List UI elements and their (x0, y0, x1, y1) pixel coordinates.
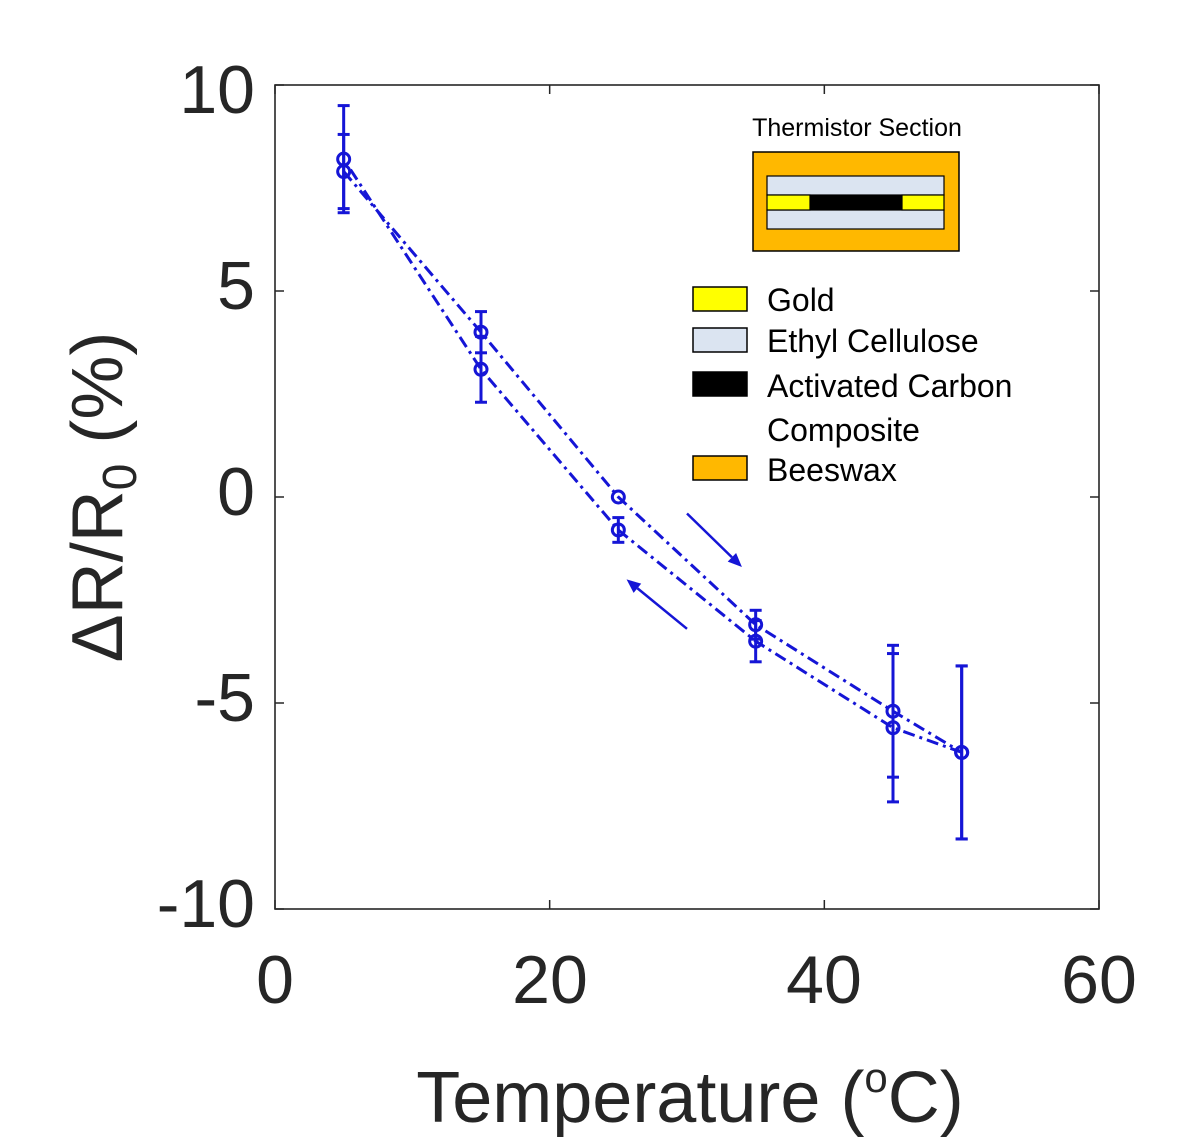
arrow-heating-direction (686, 512, 733, 559)
inset-gold-right (901, 194, 945, 211)
data-point-cooling (473, 361, 489, 377)
inset-cellulose-top (766, 175, 945, 196)
legend-swatch-gold (692, 286, 748, 312)
legend-label-cellulose: Ethyl Cellulose (767, 323, 979, 359)
inset-carbon (810, 195, 902, 210)
legend-label-gold: Gold (767, 282, 835, 318)
data-point-cooling (885, 720, 901, 736)
inset-title: Thermistor Section (752, 114, 962, 142)
arrowhead-cooling-direction (626, 579, 642, 593)
thermistor-inset: Thermistor Section (752, 114, 962, 252)
data-point-heating (610, 489, 626, 505)
y-tick-label: -10 (157, 866, 255, 942)
x-tick-label: 0 (256, 942, 294, 1018)
y-tick-label: 0 (217, 454, 255, 530)
data-layer (336, 104, 970, 841)
data-point-cooling (748, 633, 764, 649)
y-axis-label: ΔR/R0 (%) (58, 332, 147, 663)
data-point-cooling (954, 744, 970, 760)
legend-label-carbon: Activated Carbon (767, 368, 1012, 404)
legend-swatch-cellulose (692, 327, 748, 353)
arrow-cooling-direction (636, 587, 688, 630)
series-line-heating (342, 170, 963, 754)
arrowhead-heating-direction (727, 552, 742, 568)
x-tick-labels: 0 20 40 60 (256, 942, 1137, 1018)
y-tick-label: 10 (179, 52, 255, 128)
y-tick-label: -5 (195, 660, 255, 736)
x-tick-label: 20 (512, 942, 588, 1018)
data-point-cooling (610, 522, 626, 538)
legend-label-beeswax: Beeswax (767, 452, 897, 488)
data-point-cooling (336, 151, 352, 167)
x-tick-label: 60 (1061, 942, 1137, 1018)
y-tick-label: 5 (217, 248, 255, 324)
inset-legend: Gold Ethyl Cellulose Activated Carbon Co… (692, 282, 1012, 488)
legend-swatch-beeswax (692, 455, 748, 481)
plot-frame (274, 84, 1100, 910)
x-axis-label: Temperature (oC) (416, 1054, 964, 1138)
y-tick-labels: -10 -5 0 5 10 (157, 52, 255, 942)
axis-ticks (274, 84, 1100, 910)
legend-label-carbon-line2: Composite (767, 412, 920, 448)
series-line-cooling (342, 158, 963, 754)
inset-gold-left (766, 194, 811, 211)
legend-swatch-carbon (692, 371, 748, 397)
inset-cellulose-bottom (766, 209, 945, 230)
x-tick-label: 40 (786, 942, 862, 1018)
